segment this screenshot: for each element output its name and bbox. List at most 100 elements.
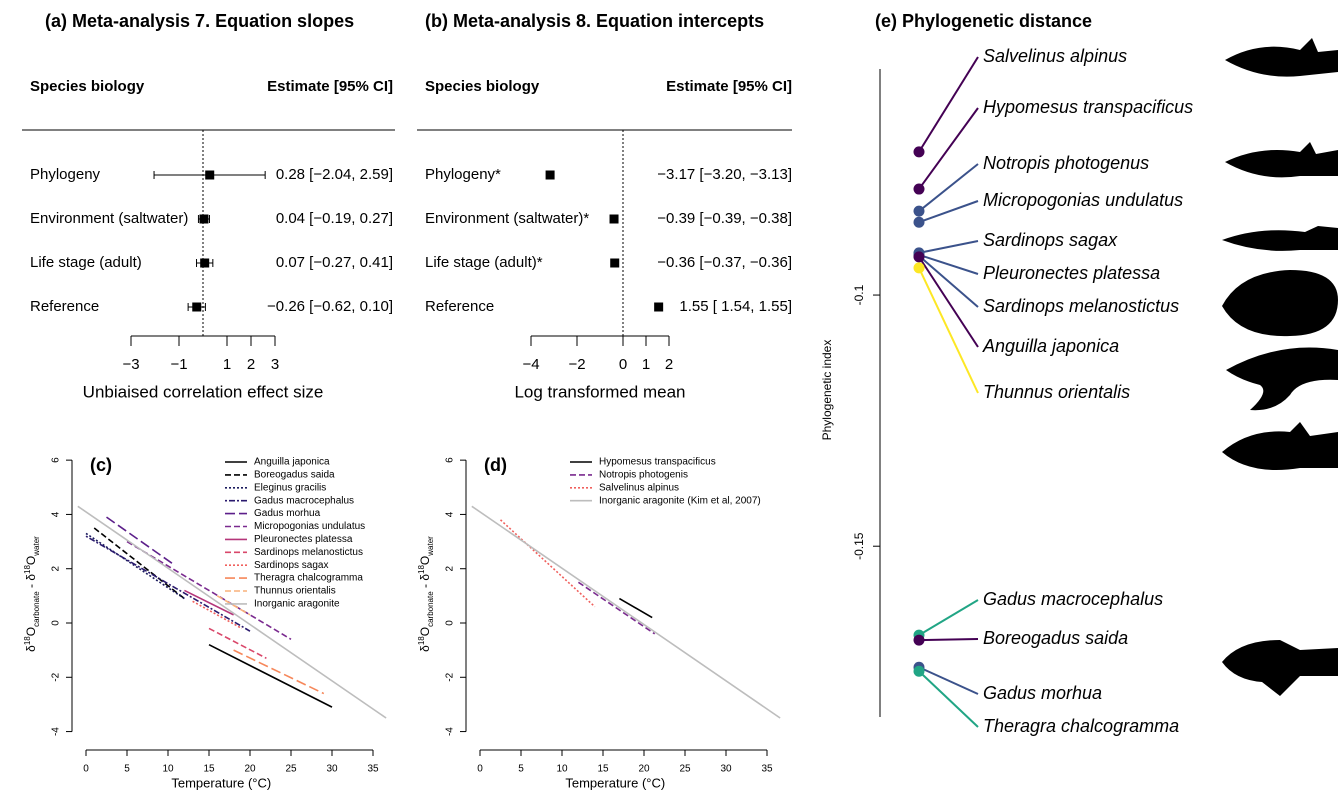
series-line (208, 644, 333, 708)
estimate-point (192, 302, 202, 312)
tip-connector (918, 163, 979, 212)
estimate-label: 0.04 [−0.19, 0.27] (276, 210, 393, 227)
fish-icon (1222, 226, 1338, 251)
row-label: Reference (425, 298, 494, 315)
x-tick-label: 10 (162, 764, 174, 775)
series-line (184, 589, 234, 616)
fish-icon (1222, 640, 1338, 696)
y-axis-label-part: - δ (24, 574, 38, 592)
y-tick-label: -0.15 (852, 532, 866, 560)
tip-connector (918, 107, 979, 190)
series-line (618, 597, 653, 619)
column-header: Species biology (425, 78, 540, 95)
tip-point (913, 146, 925, 158)
x-tick-label: 3 (271, 356, 279, 373)
row-label: Life stage (adult)* (425, 254, 543, 271)
y-axis-label-part: 18 (417, 636, 426, 645)
y-tick-label: 6 (51, 457, 62, 463)
legend-label: Pleuronectes platessa (254, 534, 353, 545)
y-axis-label: Phylogenetic index (820, 340, 834, 441)
fish-icon (1222, 270, 1338, 337)
panel-title: (d) (484, 455, 507, 475)
x-tick-label: −1 (170, 356, 187, 373)
estimate-label: −3.17 [−3.20, −3.13] (657, 166, 792, 183)
y-axis-label-part: carbonate (426, 591, 435, 627)
fish-icon (1226, 347, 1338, 411)
x-tick-label: 20 (244, 764, 256, 775)
legend-label: Micropogonias undulatus (254, 521, 365, 532)
species-label: Salvelinus alpinus (983, 46, 1127, 66)
tip-connector (918, 200, 979, 224)
y-axis-label-part: δ (24, 645, 38, 652)
estimate-label: 1.55 [ 1.54, 1.55] (679, 298, 792, 315)
x-tick-label: 35 (761, 764, 773, 775)
y-tick-label: -2 (445, 672, 456, 681)
y-tick-label: 0 (51, 620, 62, 626)
x-tick-label: 1 (223, 356, 231, 373)
tip-connector (918, 666, 979, 695)
tip-connector (918, 670, 979, 728)
y-axis-label-part: 18 (23, 565, 32, 574)
species-label: Boreogadus saida (983, 628, 1128, 648)
tip-point (913, 183, 925, 195)
estimate-label: 0.07 [−0.27, 0.41] (276, 254, 393, 271)
x-tick-label: 2 (247, 356, 255, 373)
legend-label: Anguilla japonica (254, 457, 330, 468)
estimate-label: 0.28 [−2.04, 2.59] (276, 166, 393, 183)
species-label: Notropis photogenus (983, 153, 1149, 173)
legend-label: Sardinops sagax (254, 560, 329, 571)
x-tick-label: 0 (619, 356, 627, 373)
x-tick-label: 25 (679, 764, 691, 775)
y-tick-label: -4 (445, 727, 456, 736)
estimate-label: −0.39 [−0.39, −0.38] (657, 210, 792, 227)
y-tick-label: -2 (51, 672, 62, 681)
series-line (93, 527, 185, 600)
species-label: Gadus macrocephalus (983, 589, 1163, 609)
x-tick-label: −2 (568, 356, 585, 373)
y-tick-label: 2 (445, 565, 456, 571)
series-line (499, 519, 596, 608)
tip-point (913, 262, 925, 274)
column-header: Estimate [95% CI] (267, 78, 393, 95)
estimate-label: −0.26 [−0.62, 0.10] (267, 298, 393, 315)
legend-label: Inorganic aragonite (254, 599, 340, 610)
estimate-label: −0.36 [−0.37, −0.36] (657, 254, 792, 271)
panel-title: (b) Meta-analysis 8. Equation intercepts (425, 11, 764, 31)
fish-icon (1225, 38, 1338, 77)
column-header: Estimate [95% CI] (666, 78, 792, 95)
legend-label: Inorganic aragonite (Kim et al, 2007) (599, 495, 761, 506)
y-axis-label-part: O (24, 556, 38, 565)
x-axis-label: Temperature (°C) (171, 775, 271, 790)
y-axis-label-part: δ (418, 645, 432, 652)
x-axis-label: Unbiaised correlation effect size (83, 382, 324, 401)
tip-point (913, 634, 925, 646)
series-line (192, 600, 243, 630)
row-label: Reference (30, 298, 99, 315)
tip-connector (918, 240, 979, 254)
series-line (233, 649, 325, 695)
tip-point (913, 205, 925, 217)
y-tick-label: 4 (445, 511, 456, 517)
estimate-point (610, 258, 620, 268)
x-tick-label: 20 (638, 764, 650, 775)
column-header: Species biology (30, 78, 145, 95)
species-label: Thunnus orientalis (983, 382, 1130, 402)
legend-label: Boreogadus saida (254, 470, 335, 481)
tip-connector (918, 56, 979, 153)
panel-title: (e) Phylogenetic distance (875, 11, 1092, 31)
y-axis-label-part: - δ (418, 574, 432, 592)
y-tick-label: -4 (51, 727, 62, 736)
tip-point (913, 665, 925, 677)
x-tick-label: 5 (518, 764, 524, 775)
legend-label: Hypomesus transpacificus (599, 457, 716, 468)
x-tick-label: 5 (124, 764, 130, 775)
legend-label: Thunnus orientalis (254, 586, 336, 597)
y-axis-label-part: 18 (23, 636, 32, 645)
y-axis-label-part: O (418, 556, 432, 565)
legend-label: Gadus macrocephalus (254, 495, 354, 506)
y-tick-label: 2 (51, 565, 62, 571)
x-tick-label: 15 (597, 764, 609, 775)
species-label: Gadus morhua (983, 683, 1102, 703)
row-label: Phylogeny (30, 166, 101, 183)
